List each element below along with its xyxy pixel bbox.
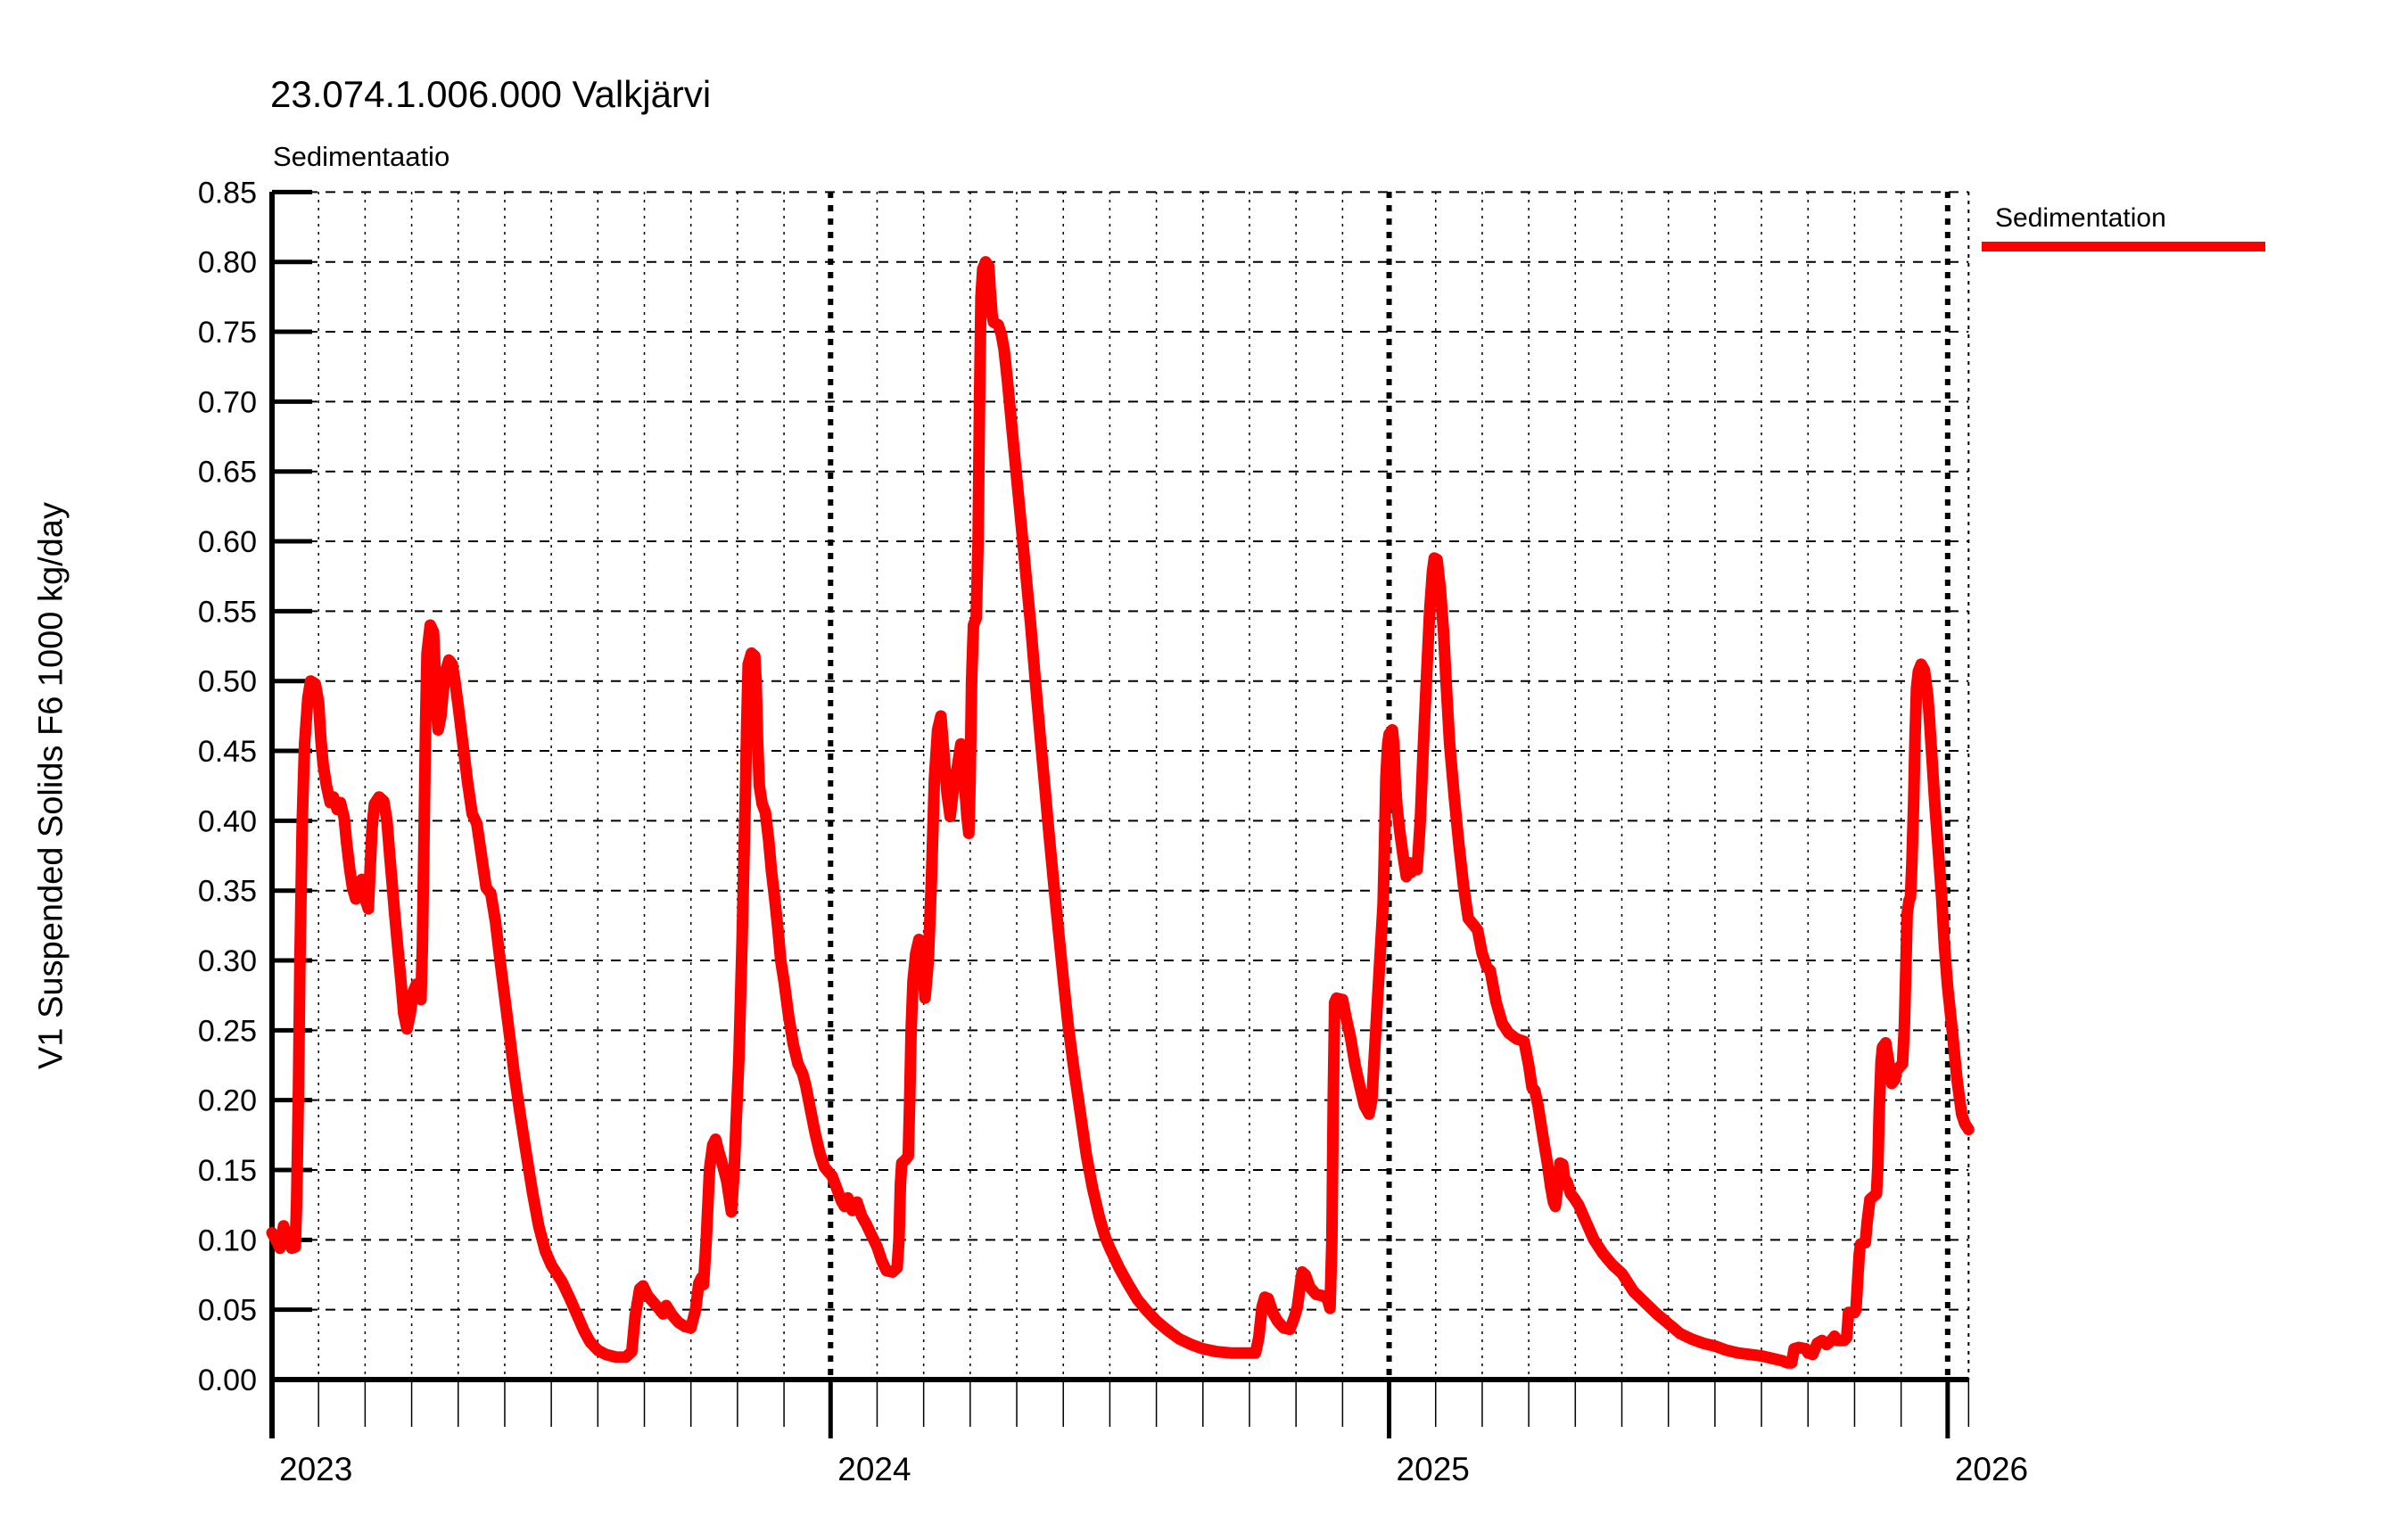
y-tick-label: 0.50 xyxy=(198,665,257,699)
y-tick-label: 0.35 xyxy=(198,875,257,909)
y-tick-label: 0.40 xyxy=(198,804,257,838)
y-tick-label: 0.65 xyxy=(198,456,257,490)
y-tick-label: 0.80 xyxy=(198,246,257,280)
y-tick-label: 0.05 xyxy=(198,1294,257,1328)
legend: Sedimentation xyxy=(1982,203,2265,251)
legend-label: Sedimentation xyxy=(1995,203,2166,233)
chart-subtitle: Sedimentaatio xyxy=(273,141,450,172)
y-tick-label: 0.25 xyxy=(198,1014,257,1048)
y-tick-label: 0.15 xyxy=(198,1154,257,1188)
x-year-label: 2026 xyxy=(1955,1451,2028,1487)
series-line xyxy=(266,256,1975,1369)
y-tick-label: 0.75 xyxy=(198,316,257,350)
y-tick-label: 0.10 xyxy=(198,1224,257,1257)
y-tick-label: 0.00 xyxy=(198,1364,257,1397)
x-year-label: 2023 xyxy=(279,1451,352,1487)
y-tick-label: 0.60 xyxy=(198,525,257,559)
y-tick-label: 0.55 xyxy=(198,595,257,629)
y-tick-label: 0.20 xyxy=(198,1084,257,1118)
legend-line-sample xyxy=(1982,242,2265,251)
chart-title: 23.074.1.006.000 Valkjärvi xyxy=(270,73,712,115)
y-tick-label: 0.70 xyxy=(198,385,257,419)
x-year-label: 2025 xyxy=(1397,1451,1470,1487)
y-tick-label: 0.85 xyxy=(198,176,257,210)
y-tick-label: 0.45 xyxy=(198,735,257,769)
y-axis-title: V1 Suspended Solids F6 1000 kg/day xyxy=(32,502,70,1069)
x-year-label: 2024 xyxy=(837,1451,911,1487)
y-tick-label: 0.30 xyxy=(198,944,257,978)
